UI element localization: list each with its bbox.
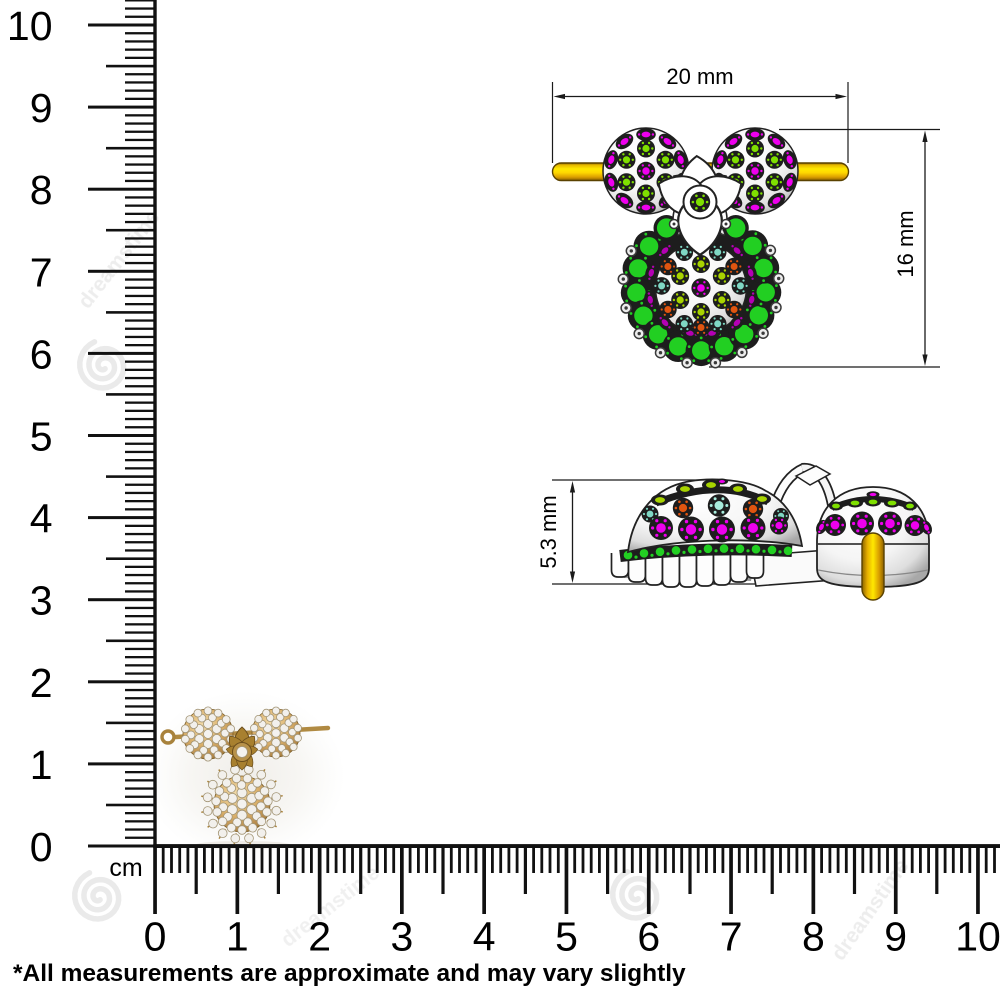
svg-text:0: 0 <box>30 824 53 870</box>
svg-text:3: 3 <box>390 914 413 960</box>
svg-text:7: 7 <box>30 249 53 295</box>
svg-text:2: 2 <box>308 914 331 960</box>
svg-text:cm: cm <box>109 854 142 882</box>
svg-text:3: 3 <box>30 578 53 624</box>
svg-text:1: 1 <box>226 914 249 960</box>
svg-text:20 mm: 20 mm <box>666 64 733 89</box>
svg-text:1: 1 <box>30 742 53 788</box>
svg-text:8: 8 <box>30 167 53 213</box>
svg-text:9: 9 <box>884 914 907 960</box>
svg-text:2: 2 <box>30 660 53 706</box>
svg-text:16 mm: 16 mm <box>893 210 918 277</box>
svg-text:10: 10 <box>955 914 1000 960</box>
svg-text:6: 6 <box>30 331 53 377</box>
svg-text:*All measurements are approxim: *All measurements are approximate and ma… <box>13 960 686 987</box>
svg-text:7: 7 <box>720 914 743 960</box>
svg-text:5: 5 <box>30 414 53 460</box>
svg-text:5.3 mm: 5.3 mm <box>536 495 561 568</box>
svg-text:8: 8 <box>802 914 825 960</box>
svg-text:10: 10 <box>7 3 53 49</box>
svg-text:5: 5 <box>555 914 578 960</box>
svg-text:9: 9 <box>30 85 53 131</box>
svg-text:4: 4 <box>473 914 496 960</box>
svg-text:6: 6 <box>637 914 660 960</box>
svg-text:0: 0 <box>144 914 167 960</box>
svg-text:4: 4 <box>30 496 53 542</box>
